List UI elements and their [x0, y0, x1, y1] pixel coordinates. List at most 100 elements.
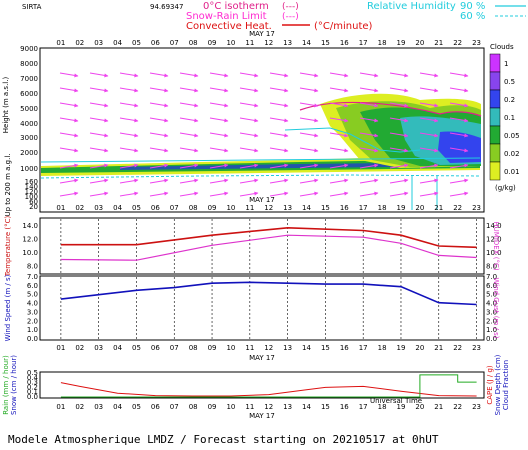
cloud-y-tick-low: 160 — [25, 178, 38, 186]
wind-arrow — [359, 102, 379, 108]
wind-arrow — [179, 191, 199, 197]
hour-tick: 11 — [245, 403, 254, 411]
temperature-panel-frame — [39, 217, 485, 275]
gust-y-tick: 3.0 — [486, 308, 497, 316]
wind-arrow — [119, 178, 139, 184]
hour-tick: 11 — [245, 39, 254, 47]
hour-axis-top: 01 02 03 04 05 06 07 08 09 10 11 12 13 14 15 16 17 18 19 20… — [56, 39, 481, 47]
wind-arrow — [449, 163, 469, 169]
temperature-ylabel: Temperature (°C) — [4, 216, 12, 278]
cloud-y-tick: 8000 — [20, 60, 38, 68]
wind-arrow — [389, 147, 409, 153]
wind-speed-ylabel: Wind Speed (m / s) — [4, 274, 12, 341]
hour-tick: 23 — [472, 344, 481, 352]
wind-arrow — [209, 163, 229, 169]
hour-tick: 01 — [56, 39, 65, 47]
hour-tick: 19 — [397, 204, 406, 212]
legend-rh-90: 90 % — [460, 1, 485, 12]
wind-arrow — [329, 87, 349, 93]
wind-arrow — [209, 132, 229, 138]
hour-tick: 14 — [302, 204, 311, 212]
humidex-y-tick: 10.0 — [486, 249, 502, 257]
wind-arrow — [269, 87, 289, 93]
hour-tick: 08 — [189, 39, 198, 47]
hour-tick: 10 — [226, 39, 235, 47]
wind-y-tick: 1.0 — [27, 326, 38, 334]
hour-tick: 07 — [170, 403, 179, 411]
hour-tick: 23 — [472, 403, 481, 411]
wind-arrow — [419, 191, 439, 197]
legend-relative-humidity: Relative Humidity — [367, 1, 456, 12]
wind-y-tick: 6.0 — [27, 282, 38, 290]
wind-arrow — [209, 147, 229, 153]
wind-arrow — [449, 87, 469, 93]
hour-tick: 13 — [283, 39, 292, 47]
rh-contour-upper — [284, 127, 421, 153]
colorbar: 1 0.5 0.2 0.1 0.05 0.02 0.01 — [489, 53, 520, 181]
temperature-y-tick: 8.0 — [27, 262, 38, 270]
cloud-y-tick: 6000 — [20, 90, 38, 98]
cloud-y-tick: 9000 — [20, 45, 38, 53]
hour-tick: 04 — [113, 344, 122, 352]
hour-tick: 21 — [434, 204, 443, 212]
hour-tick: 13 — [283, 344, 292, 352]
wind-arrow — [119, 191, 139, 197]
hour-tick: 21 — [434, 344, 443, 352]
hour-tick: 17 — [359, 403, 368, 411]
wind-arrow — [59, 72, 79, 78]
date-label-cloud: MAY 17 — [249, 196, 275, 204]
gust-y-tick: 4.0 — [486, 300, 497, 308]
legend-0c-isotherm: 0°C isotherm — [203, 1, 269, 12]
station-coords: 94.69347 — [150, 3, 183, 11]
wind-arrow — [149, 117, 169, 123]
wind-arrow — [89, 191, 109, 197]
colorbar-level: 1 — [504, 60, 508, 68]
wind-arrow — [359, 191, 379, 197]
wind-arrow — [359, 178, 379, 184]
wind-arrow — [179, 87, 199, 93]
colorbar-swatch — [489, 89, 501, 109]
wind-arrow — [389, 132, 409, 138]
humidex-y-tick: 12.0 — [486, 235, 502, 243]
wind-arrow — [299, 72, 319, 78]
hour-tick: 02 — [75, 403, 84, 411]
cloud-fraction-ylabel: Cloud Fraction — [502, 360, 510, 410]
wind-speed-line — [60, 281, 477, 306]
wind-arrow — [359, 132, 379, 138]
hour-tick: 06 — [151, 39, 160, 47]
hour-tick: 16 — [340, 39, 349, 47]
hour-tick: 02 — [75, 39, 84, 47]
wind-arrow — [89, 102, 109, 108]
hour-tick: 04 — [113, 204, 122, 212]
wind-y-tick: 4.0 — [27, 300, 38, 308]
wind-arrow — [59, 191, 79, 197]
wind-arrow — [89, 147, 109, 153]
cloud-y-tick: 1000 — [20, 165, 38, 173]
colorbar-level: 0.2 — [504, 96, 515, 104]
wind-arrow — [209, 87, 229, 93]
hour-tick: 09 — [208, 204, 217, 212]
hour-axis-cloud-bottom: 01 02 03 04 05 06 07 08 09 10 11 12 13 14 15 16 17 18 19 20… — [56, 204, 481, 212]
wind-arrow — [89, 87, 109, 93]
colorbar-unit: (g/kg) — [495, 184, 516, 192]
hour-tick: 13 — [283, 204, 292, 212]
cape-ylabel: CAPE (J / g) — [486, 365, 494, 405]
hour-tick: 10 — [226, 204, 235, 212]
wind-arrow — [299, 163, 319, 169]
cloud-fraction-line — [60, 374, 477, 398]
hour-tick: 01 — [56, 204, 65, 212]
colorbar-level: 0.02 — [504, 150, 520, 158]
hour-tick: 03 — [94, 344, 103, 352]
wind-arrow — [359, 87, 379, 93]
wind-arrow — [209, 102, 229, 108]
hour-tick: 22 — [453, 204, 462, 212]
wind-arrow — [119, 102, 139, 108]
wind-arrow — [179, 72, 199, 78]
hour-tick: 14 — [302, 403, 311, 411]
wind-arrow — [59, 117, 79, 123]
gust-y-tick: 7.0 — [486, 273, 497, 281]
wind-arrow — [149, 163, 169, 169]
wind-arrow — [239, 87, 259, 93]
hour-tick: 07 — [170, 344, 179, 352]
hour-tick: 20 — [415, 344, 424, 352]
